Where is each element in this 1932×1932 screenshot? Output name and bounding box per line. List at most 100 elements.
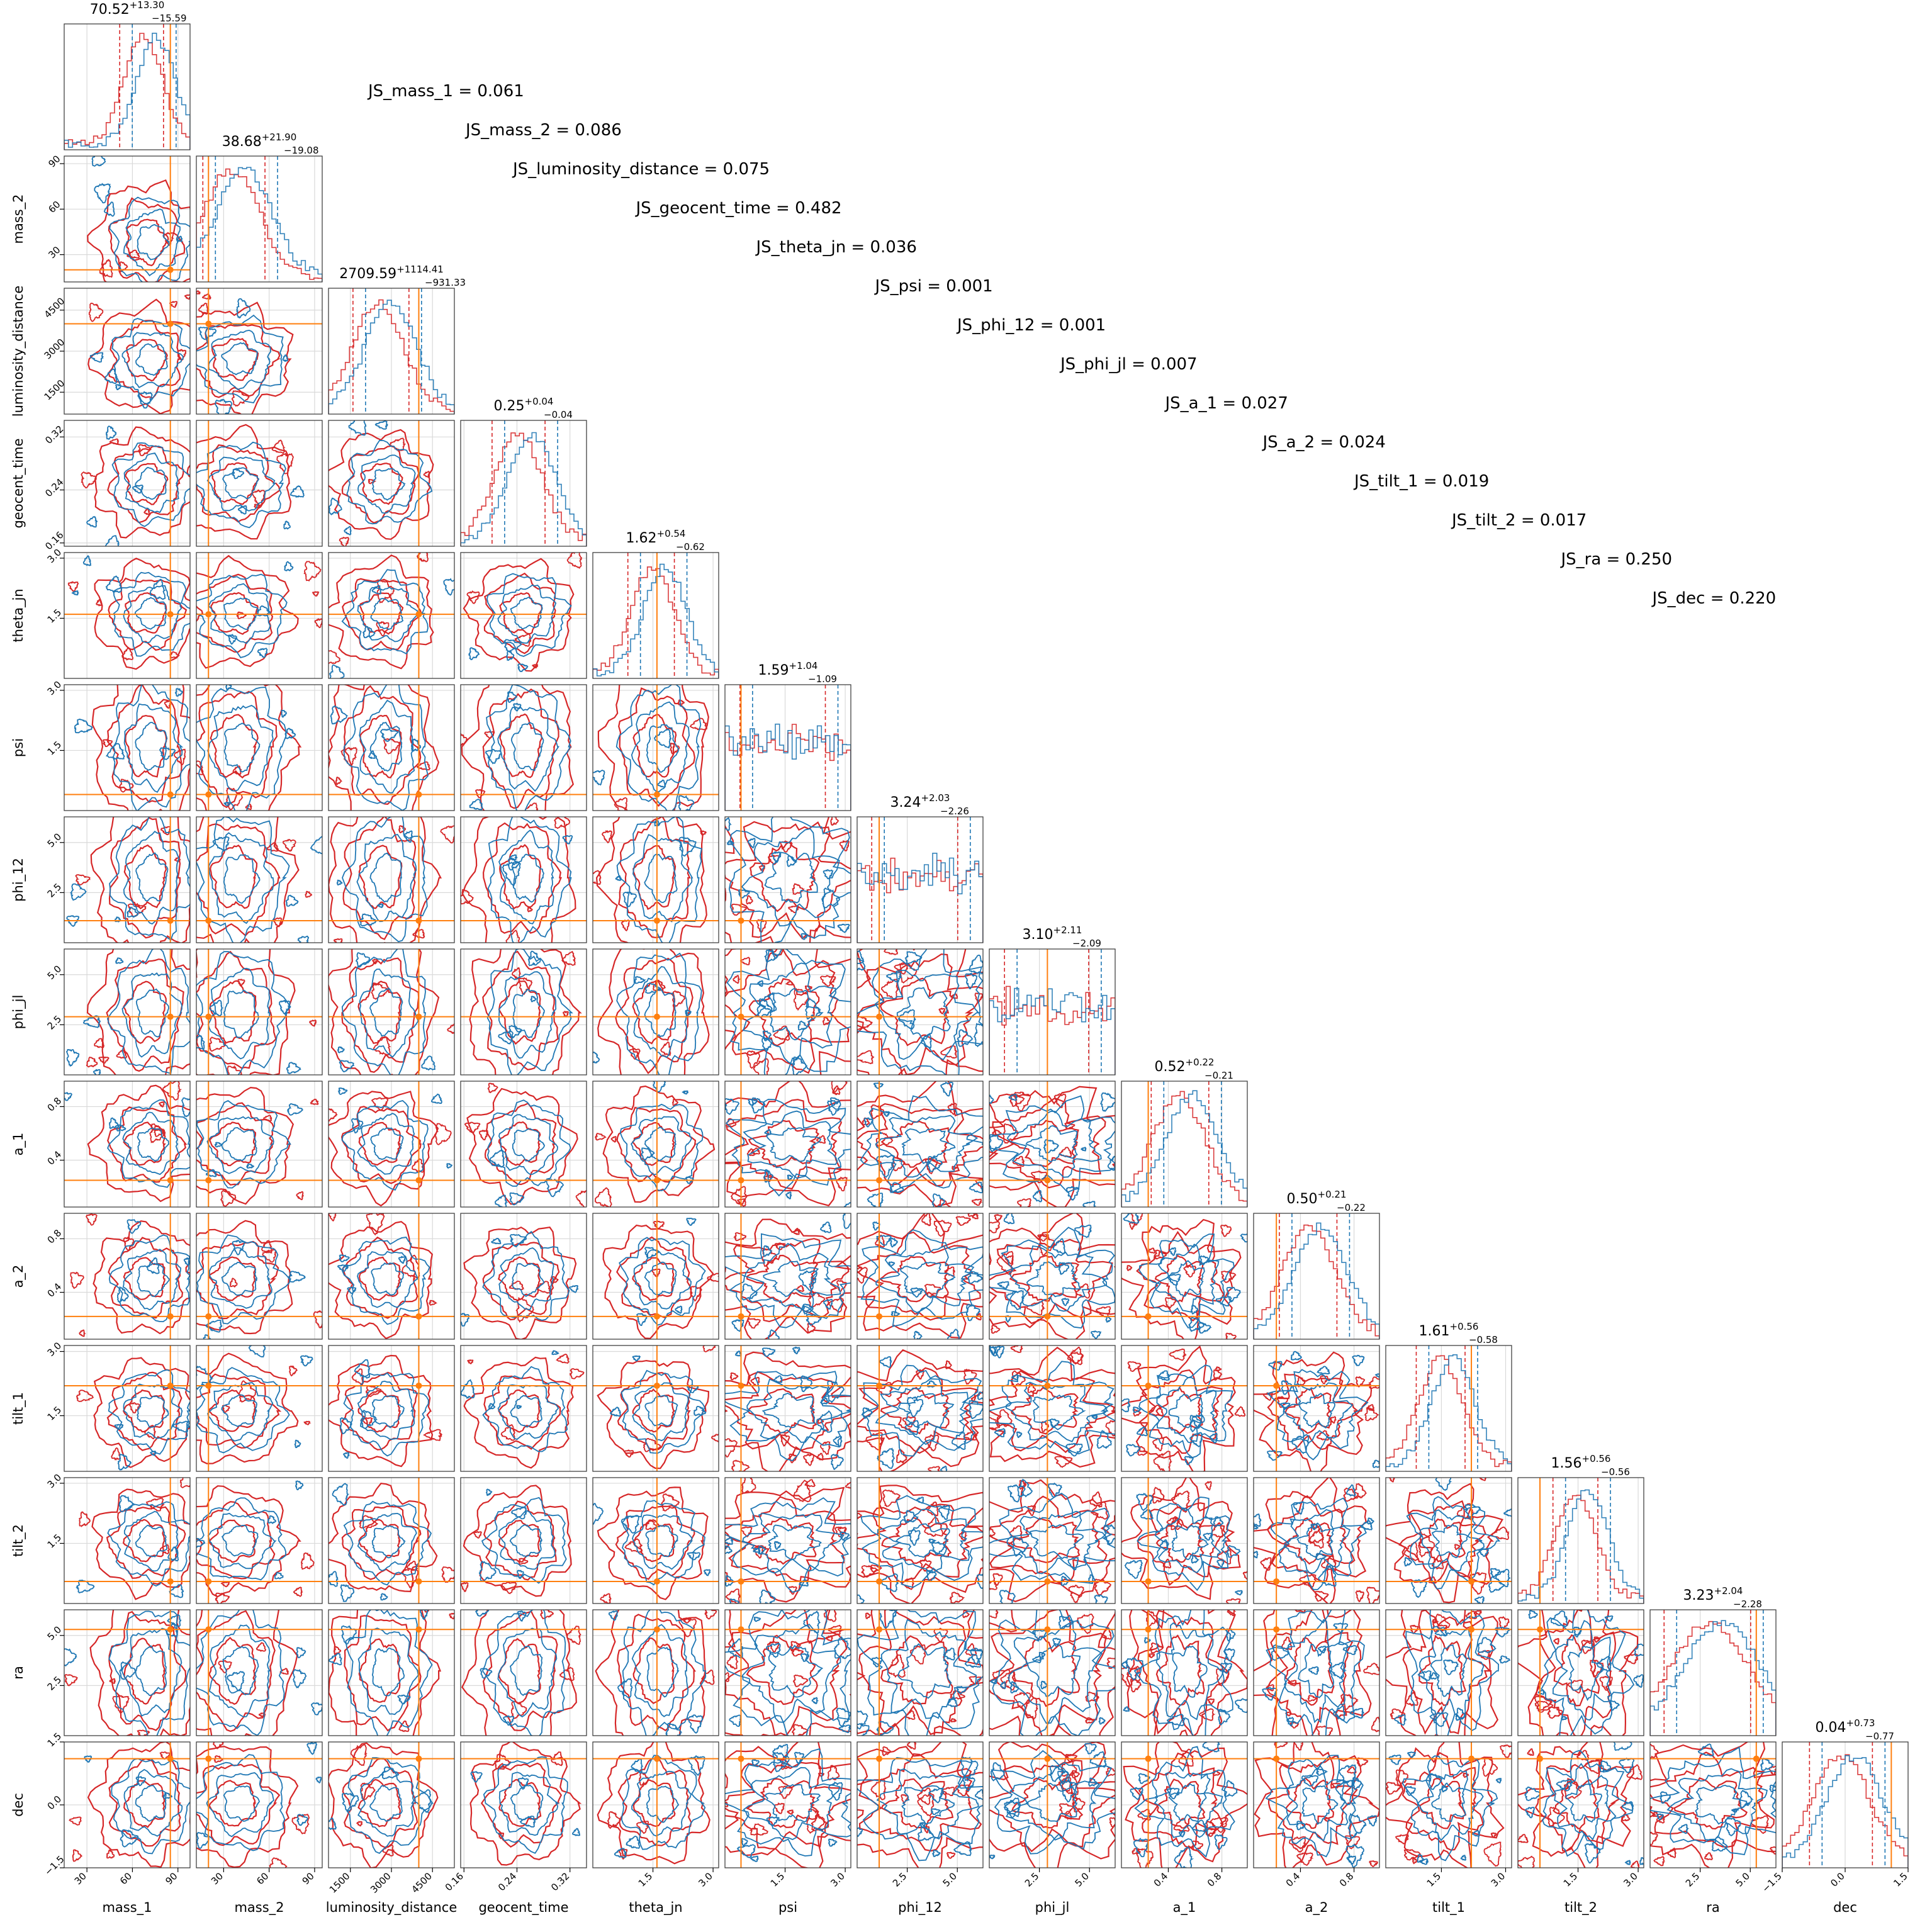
panel-tilt_1-vs-mass_2 [196,1345,323,1472]
contour-island-blue [329,497,342,515]
contour-island-blue [1226,1545,1241,1558]
contour-island-blue [283,520,291,530]
contour-island-blue [726,840,734,845]
contour-island-red [109,438,120,445]
contour-island-red [475,789,486,799]
contour-island-blue [762,1030,772,1042]
contour-island-red [1342,1487,1359,1502]
panel-frame [1121,1213,1248,1340]
contour-island-red [376,621,390,637]
contour-island-blue [828,1838,838,1847]
contour-island-red [1126,1265,1133,1271]
contour-island-blue [757,1545,767,1555]
contour-island-blue [736,1844,756,1858]
contour-island-red [989,1610,999,1619]
contour-island-red [938,1007,946,1014]
contour-island-blue [1332,1705,1346,1721]
contour-blue [121,332,184,388]
contour-island-blue [1316,1366,1330,1375]
contour-island-blue [285,894,299,907]
contour-island-blue [1121,1398,1131,1413]
contour-island-red [1356,1757,1369,1767]
contour-island-blue [480,1668,493,1679]
contour-island-red [67,581,79,593]
contour-red [632,1779,676,1827]
contour-blue [497,706,559,792]
panel-frame [856,1741,984,1868]
contour-red [359,714,402,778]
contour-red [86,949,190,1075]
x-tick-label: 2.5 [890,1870,909,1889]
hist-title-minus: −0.77 [1865,1731,1894,1742]
injection-point [205,917,212,924]
contour-blue [123,703,184,793]
panel-frame [724,1345,851,1472]
contour-island-blue [1017,1478,1033,1498]
contour-island-blue [1082,1201,1097,1207]
contour-island-blue [1012,1536,1030,1557]
contour-blue [345,1610,433,1736]
contour-blue [498,829,554,924]
contour-island-blue [115,1124,126,1132]
contour-island-red [857,1050,875,1065]
contour-red [1135,1230,1225,1322]
y-tick-label: 0.32 [43,424,65,446]
contour-island-red [795,1284,805,1292]
y-tick-label: 0.4 [45,1149,64,1167]
contour-island-blue [621,1515,640,1534]
hist-series-blue [1518,1489,1644,1603]
contour-island-blue [725,1098,740,1115]
contour-island-red [702,1345,717,1352]
contour-island-red [517,1558,529,1565]
contour-island-blue [685,1009,692,1017]
contour-island-red [946,1851,956,1859]
contour-blue [875,1245,975,1313]
contour-blue [510,596,543,629]
contour-blue [1419,1509,1485,1572]
contour-island-blue [94,183,111,204]
contour-blue [206,1382,274,1442]
contour-island-blue [226,1671,245,1692]
contour-island-blue [1004,1800,1021,1819]
contour-island-red [1060,1772,1079,1795]
contour-island-red [1266,1684,1275,1692]
contour-island-red [553,817,571,829]
contour-blue [1005,1765,1101,1841]
contour-blue [746,1378,843,1443]
contour-island-red [428,1300,438,1306]
contour-island-blue [946,1328,960,1339]
contour-island-red [1650,1831,1658,1845]
contour-island-blue [286,1103,303,1116]
contour-island-blue [1697,1743,1714,1756]
contour-island-red [1621,1814,1631,1822]
panel-frame [196,816,323,943]
contour-blue [135,343,168,376]
contour-red [196,1485,301,1598]
contour-island-red [1412,1858,1418,1865]
contour-island-red [1234,1406,1246,1417]
contour-island-blue [1760,1758,1775,1772]
y-tick-label: 90 [46,153,62,169]
contour-island-red [412,928,425,939]
hist-series-blue [1254,1222,1379,1339]
contour-island-red [1454,1544,1461,1551]
contour-island-blue [1596,1655,1612,1672]
panel-frame [1385,1609,1512,1736]
contour-red [615,1505,695,1580]
contour-blue [743,1110,838,1179]
contour-red [341,445,420,524]
contour-island-red [164,700,172,709]
y-axis-label-phi_12: phi_12 [11,858,26,902]
contour-island-blue [518,1776,529,1790]
contour-island-red [1038,1234,1055,1256]
contour-island-blue [410,738,422,752]
contour-blue [644,1126,677,1162]
hist-series-red [1386,1355,1512,1471]
contour-island-blue [857,1710,868,1730]
contour-blue [1301,1785,1339,1825]
contour-island-red [917,1792,935,1817]
contour-island-blue [999,1590,1016,1603]
contour-island-red [162,1081,183,1101]
